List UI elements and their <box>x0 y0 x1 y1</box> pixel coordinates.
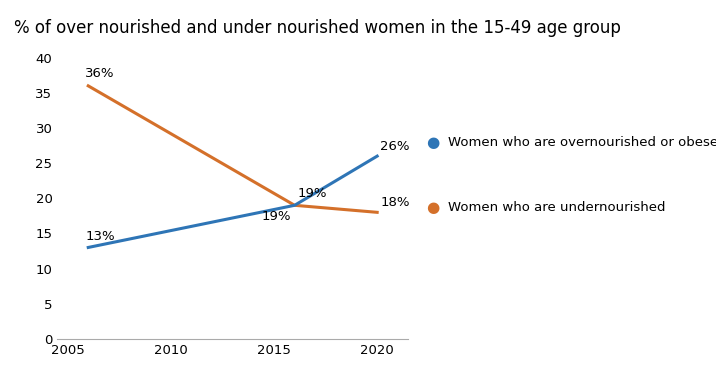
Text: Women who are undernourished: Women who are undernourished <box>448 201 665 214</box>
Text: 13%: 13% <box>85 230 115 243</box>
Text: 18%: 18% <box>380 196 410 209</box>
Text: 19%: 19% <box>298 187 327 200</box>
Text: Women who are overnourished or obese: Women who are overnourished or obese <box>448 136 716 149</box>
Text: 26%: 26% <box>380 140 410 152</box>
Text: 19%: 19% <box>262 210 291 223</box>
Text: ●: ● <box>426 135 440 150</box>
Text: ●: ● <box>426 201 440 215</box>
Text: 36%: 36% <box>85 67 115 80</box>
Text: % of over nourished and under nourished women in the 15-49 age group: % of over nourished and under nourished … <box>14 19 621 37</box>
